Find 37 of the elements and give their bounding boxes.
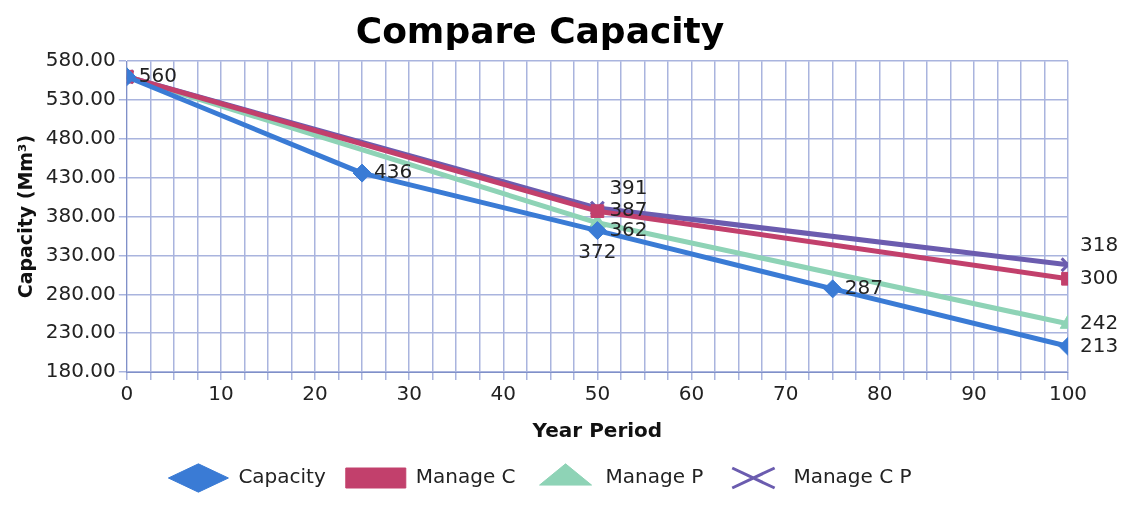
y-tick-label: 280.00 xyxy=(45,280,116,305)
legend-label: Manage C xyxy=(415,464,516,489)
y-tick-label: 380.00 xyxy=(45,202,116,227)
data-label: 287 xyxy=(844,275,883,300)
data-label: 300 xyxy=(1080,264,1119,289)
x-tick-label: 90 xyxy=(961,381,987,406)
data-label: 372 xyxy=(578,239,617,264)
y-tick-label: 480.00 xyxy=(45,125,116,150)
y-tick-label: 530.00 xyxy=(45,86,116,111)
y-tick-label: 180.00 xyxy=(45,358,116,383)
chart-title: Compare Capacity xyxy=(355,9,725,51)
legend-label: Manage P xyxy=(605,464,704,489)
legend-label: Capacity xyxy=(238,464,326,489)
x-tick-label: 40 xyxy=(490,381,516,406)
data-label: 318 xyxy=(1080,231,1119,256)
y-axis-title: Capacity (Mm³) xyxy=(14,134,37,299)
x-tick-label: 20 xyxy=(302,381,328,406)
data-label: 362 xyxy=(609,216,648,241)
x-tick-label: 0 xyxy=(120,381,134,406)
y-tick-label: 230.00 xyxy=(45,319,116,344)
data-label: 213 xyxy=(1080,332,1119,357)
data-label: 560 xyxy=(138,62,177,87)
y-tick-label: 430.00 xyxy=(45,163,116,188)
x-axis-title: Year Period xyxy=(531,418,663,443)
legend-label: Manage C P xyxy=(793,464,912,489)
y-tick-label: 330.00 xyxy=(45,241,116,266)
x-tick-label: 60 xyxy=(678,381,705,406)
y-tick-label: 580.00 xyxy=(45,47,116,72)
x-tick-label: 70 xyxy=(772,381,799,406)
x-tick-label: 50 xyxy=(584,381,611,406)
x-tick-label: 30 xyxy=(396,381,422,406)
x-tick-label: 10 xyxy=(208,381,234,406)
data-label: 436 xyxy=(374,159,413,184)
data-label: 391 xyxy=(609,175,648,200)
x-tick-label: 80 xyxy=(867,381,893,406)
x-tick-label: 100 xyxy=(1048,381,1088,406)
data-label: 242 xyxy=(1080,310,1119,335)
